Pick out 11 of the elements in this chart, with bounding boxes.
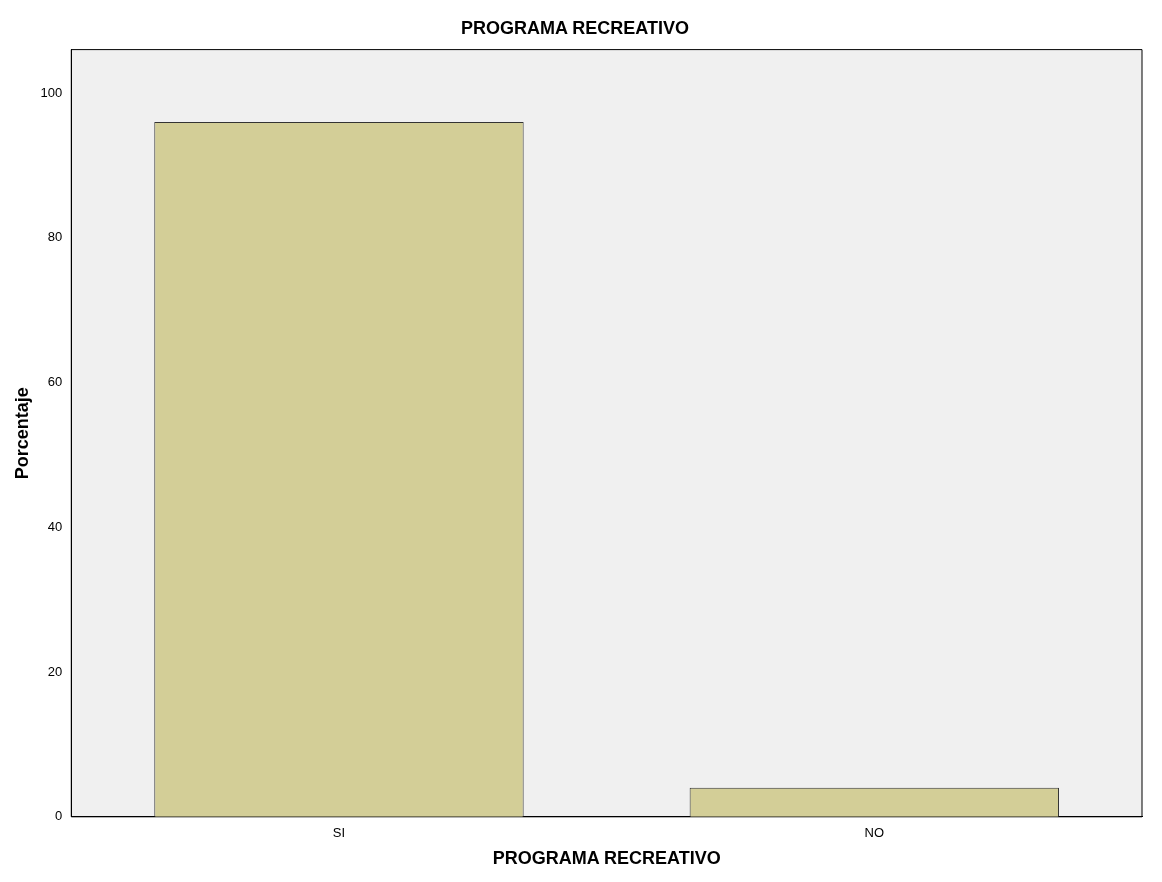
- y-tick-label: 100: [40, 84, 63, 100]
- y-tick-label: 0: [55, 808, 63, 824]
- x-axis-title: PROGRAMA RECREATIVO: [492, 848, 721, 869]
- x-tick-label: NO: [864, 825, 885, 841]
- y-tick-label: 20: [47, 663, 63, 679]
- chart-title: PROGRAMA RECREATIVO: [460, 17, 690, 38]
- x-tick-label: SI: [332, 825, 346, 841]
- y-tick-label: 60: [47, 374, 63, 390]
- y-tick-label: 80: [47, 229, 63, 245]
- y-axis-title: Porcentaje: [11, 387, 32, 480]
- y-tick-label: 40: [47, 518, 63, 534]
